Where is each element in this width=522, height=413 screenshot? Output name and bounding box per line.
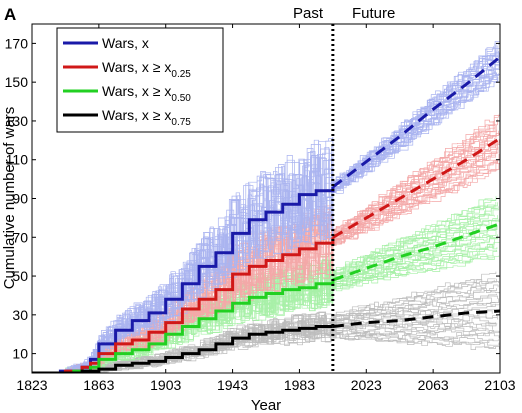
x-axis-ticks: 1823 1863 1903 1943 1983 2023 2063 2103 <box>16 24 516 393</box>
series-lines <box>32 55 500 373</box>
forecast-series-line <box>332 222 500 282</box>
x-tick-label: 2103 <box>484 377 515 393</box>
simulation-line <box>32 284 499 373</box>
y-tick-label: 30 <box>12 307 28 323</box>
simulation-line <box>32 207 497 373</box>
x-tick-label: 1823 <box>16 377 47 393</box>
panel-label: A <box>4 5 16 24</box>
simulation-line <box>32 40 500 373</box>
simulation-line <box>32 196 497 373</box>
legend-label: Wars, x ≥ x0.50 <box>102 83 191 104</box>
x-axis-label: Year <box>251 397 281 413</box>
simulation-line <box>32 278 497 373</box>
simulation-line <box>32 317 497 373</box>
y-tick-label: 70 <box>12 229 28 245</box>
y-tick-label: 50 <box>12 268 28 284</box>
x-tick-label: 1943 <box>217 377 248 393</box>
simulation-line <box>32 50 497 373</box>
forecast-series-line <box>332 137 500 239</box>
y-axis-label: Cumulative number of wars <box>1 107 18 290</box>
x-tick-label: 2023 <box>351 377 382 393</box>
past-label: Past <box>293 5 324 22</box>
simulation-line <box>32 41 500 373</box>
forecast-series-line <box>332 309 500 328</box>
observed-series-line <box>32 279 335 373</box>
x-tick-label: 1863 <box>83 377 114 393</box>
y-tick-label: 90 <box>12 191 28 207</box>
observed-series-line <box>32 186 335 373</box>
simulation-line <box>32 315 498 373</box>
simulation-line <box>32 51 496 373</box>
x-tick-label: 2063 <box>418 377 449 393</box>
y-tick-label: 130 <box>5 113 29 129</box>
x-tick-label: 1983 <box>284 377 315 393</box>
legend: Wars, x Wars, x ≥ x0.25 Wars, x ≥ x0.50 War… <box>56 27 224 133</box>
y-tick-label: 10 <box>12 346 28 362</box>
observed-series-line <box>32 237 335 373</box>
simulation-line <box>32 271 497 373</box>
legend-label: Wars, x ≥ x0.75 <box>102 107 191 128</box>
observed-series-line <box>32 325 333 373</box>
legend-label: Wars, x <box>102 35 149 51</box>
legend-label: Wars, x ≥ x0.25 <box>102 59 191 80</box>
y-axis-ticks: 10 30 50 70 90 110 130 150 170 <box>5 35 500 362</box>
simulation-line <box>32 199 496 373</box>
simulation-line <box>32 319 494 373</box>
simulation-line <box>32 43 500 373</box>
simulation-line <box>32 44 497 373</box>
future-label: Future <box>352 5 395 22</box>
y-tick-label: 170 <box>5 35 29 51</box>
simulation-line <box>32 46 494 373</box>
simulation-line <box>32 234 498 373</box>
y-tick-label: 150 <box>5 74 29 90</box>
x-tick-label: 1903 <box>150 377 181 393</box>
y-tick-label: 110 <box>6 152 29 168</box>
